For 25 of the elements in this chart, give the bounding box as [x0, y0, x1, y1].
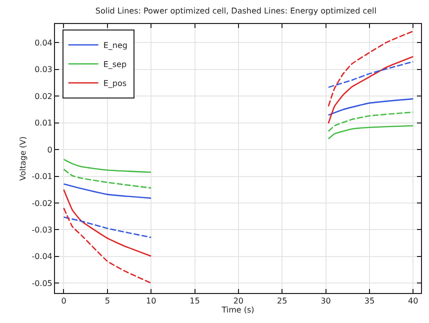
y-tick-label: 0.01: [34, 118, 52, 128]
x-tick-label: 20: [233, 296, 244, 306]
x-tick-label: 35: [364, 296, 375, 306]
y-tick-label: 0: [47, 145, 52, 154]
legend-label: E_pos: [103, 79, 127, 88]
y-axis-title: Voltage (V): [18, 136, 28, 181]
legend-label: E_neg: [103, 41, 128, 50]
y-tick-label: -0.03: [32, 225, 52, 234]
x-axis-title: Time (s): [220, 306, 254, 315]
x-tick-label: 40: [408, 296, 418, 306]
y-tick-label: -0.02: [32, 198, 52, 208]
y-tick-label: 0.02: [34, 92, 52, 101]
y-tick-label: 0.04: [34, 38, 52, 48]
y-tick-label: -0.01: [32, 172, 52, 182]
x-tick-label: 10: [146, 296, 156, 306]
legend-label: E_sep: [103, 60, 127, 69]
y-tick-label: 0.03: [34, 65, 52, 74]
x-tick-label: 30: [320, 296, 331, 306]
chart-title: Solid Lines: Power optimized cell, Dashed Lines: Energy optimized cell: [95, 6, 377, 16]
y-tick-label: -0.05: [32, 278, 52, 288]
x-tick-label: 5: [104, 296, 110, 306]
y-tick-label: -0.04: [32, 252, 52, 262]
x-tick-label: 0: [61, 296, 66, 306]
x-tick-label: 25: [277, 296, 288, 306]
x-tick-label: 15: [190, 296, 200, 306]
